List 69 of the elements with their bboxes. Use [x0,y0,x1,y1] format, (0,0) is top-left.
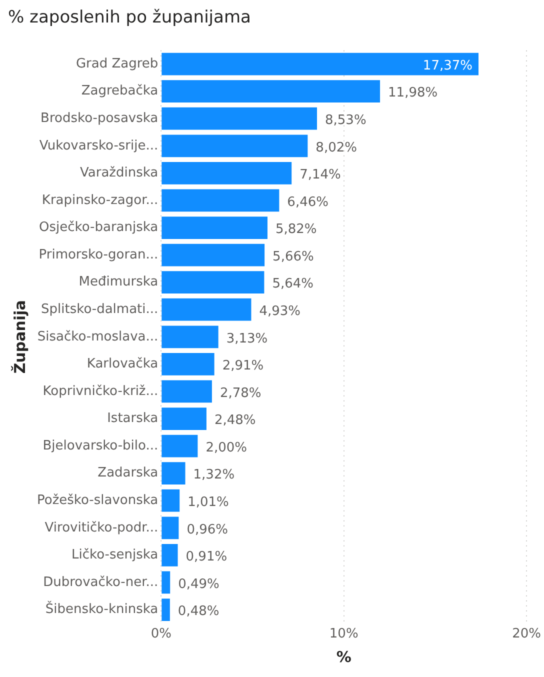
bar [162,189,280,212]
y-tick-label: Osječko-baranjska [39,220,158,236]
y-tick-label: Krapinsko-zagor... [42,192,158,208]
y-tick-label: Brodsko-posavska [40,110,158,126]
data-label: 8,02% [316,140,357,156]
bar [162,107,317,130]
data-label: 0,96% [186,522,228,538]
data-label: 6,46% [287,194,328,210]
data-label: 1,01% [188,494,229,510]
data-label: 3,13% [226,331,268,346]
y-tick-label: Dubrovačko-ner... [43,574,158,590]
y-axis-title: Županija [10,300,29,374]
data-label: 2,78% [220,386,262,401]
chart-title: % zaposlenih po županijama [8,8,251,28]
y-tick-label: Karlovačka [86,356,158,372]
bar [162,598,170,621]
data-label: 4,93% [259,304,301,319]
bar [162,162,292,184]
data-label: 8,53% [324,112,366,128]
bar [162,271,264,294]
bar [162,408,206,430]
y-tick-label: Primorsko-goran... [38,247,158,262]
bar [162,52,479,76]
y-tick-label: Vukovarsko-srije... [39,138,158,154]
x-tick-label: 20% [512,626,542,642]
y-tick-label: Zagrebačka [81,84,158,99]
x-axis-title: % [336,648,352,666]
bar [162,326,218,348]
data-label: 17,37% [422,58,472,74]
data-label: 5,64% [272,276,314,292]
x-tick-label: 0% [150,626,172,642]
data-label: 11,98% [388,86,438,101]
bar [162,244,265,266]
bar [162,571,170,594]
y-tick-label: Virovitičko-podr... [44,520,158,536]
bar [162,216,268,239]
bar [162,462,186,485]
bar [162,80,380,103]
y-tick-label: Sisačko-moslava... [37,329,158,344]
data-label: 7,14% [300,168,341,183]
y-tick-label: Grad Zagreb [76,56,158,72]
bar [162,380,212,403]
y-tick-label: Bjelovarsko-bilo... [42,438,158,454]
y-tick-label: Požeško-slavonska [36,492,158,508]
data-label: 0,48% [178,604,220,620]
bar [162,489,180,512]
data-label: 5,66% [272,249,314,264]
x-tick-label: 10% [329,626,358,642]
data-label: 0,91% [186,550,228,565]
y-tick-label: Splitsko-dalmati... [41,302,158,317]
data-label: 5,82% [275,222,317,238]
data-label: 2,48% [214,413,256,428]
bar [162,516,179,540]
y-tick-label: Šibensko-kninska [45,600,158,618]
bar [162,353,214,376]
bar [162,298,252,321]
y-tick-label: Međimurska [78,274,158,290]
y-tick-label: Koprivničko-križ... [42,384,158,399]
data-label: 2,91% [222,358,264,374]
y-tick-label: Ličko-senjska [72,548,158,563]
y-tick-label: Varaždinska [80,166,158,181]
bar [162,434,198,458]
bar [162,134,308,158]
data-label: 2,00% [206,440,248,456]
bar [162,544,178,566]
data-label: 0,49% [178,576,220,592]
data-label: 1,32% [193,468,235,483]
y-tick-label: Zadarska [98,466,158,481]
y-tick-label: Istarska [107,411,158,426]
